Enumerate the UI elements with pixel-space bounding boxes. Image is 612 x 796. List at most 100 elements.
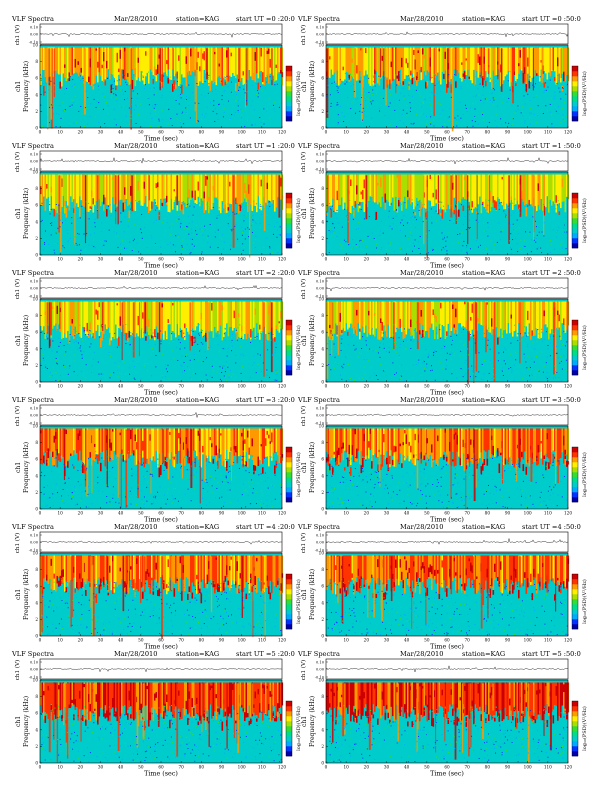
noise-dot [532,216,533,217]
noise-dot [480,245,481,246]
band-hotspot [374,313,376,316]
noise-dot [136,106,137,107]
noise-dot [454,74,455,75]
noise-dot [125,324,126,325]
sferic-burst [204,429,206,482]
noise-dot [472,120,473,121]
band-column [484,174,486,207]
band-column [413,301,415,338]
noise-dot [456,122,457,123]
noise-dot [201,332,202,333]
band-column [280,428,282,462]
waveform-ylabel: ch1 (V) [300,25,307,45]
noise-dot [231,230,232,231]
noise-dot [431,365,432,366]
noise-dot [365,100,366,101]
x-tick-label: 110 [258,130,266,135]
noise-dot [120,479,121,480]
band-column [154,174,156,199]
band-column [261,301,263,333]
noise-dot [134,333,135,334]
noise-dot [103,245,104,246]
band-column [279,428,281,462]
noise-dot [219,351,220,352]
band-column [412,174,414,202]
noise-dot [180,364,181,365]
band-hotspot [156,183,158,188]
noise-dot [187,356,188,357]
band-hotspot [515,83,517,86]
noise-dot [222,95,223,96]
noise-dot [96,458,97,459]
noise-dot [210,476,211,477]
y-axis-label: Frequency (kHz) [23,61,30,112]
noise-dot [350,213,351,214]
noise-dot [128,226,129,227]
band-hotspot [198,182,200,191]
noise-dot [489,336,490,337]
noise-dot [559,336,560,337]
noise-dot [53,368,54,369]
band-column [383,301,385,325]
noise-dot [414,246,415,247]
noise-dot [278,457,279,458]
band-column [177,428,179,463]
band-column [395,301,397,332]
band-hotspot [485,199,487,209]
noise-dot [514,225,515,226]
band-hotspot [422,330,424,337]
band-column [199,47,201,81]
band-hotspot [84,466,86,474]
band-column [335,301,337,323]
noise-dot [224,108,225,109]
band-hotspot [198,52,200,58]
noise-dot [550,342,551,343]
noise-dot [360,240,361,241]
band-column [518,174,520,207]
noise-dot [494,244,495,245]
band-column [135,428,137,465]
colorbar-segment [286,81,292,86]
noise-dot [231,376,232,377]
noise-dot [380,364,381,365]
band-hotspot [222,305,224,310]
band-hotspot [208,197,210,202]
band-column [397,174,399,212]
band-column [332,47,334,74]
noise-dot [553,229,554,230]
noise-dot [426,116,427,117]
noise-dot [559,91,560,92]
noise-dot [538,206,539,207]
noise-dot [142,464,143,465]
noise-dot [450,349,451,350]
band-hotspot [90,452,92,458]
noise-dot [196,225,197,226]
x-tick-label: 90 [219,130,225,135]
noise-dot [415,208,416,209]
noise-dot [430,370,431,371]
noise-dot [126,248,127,249]
band-column [497,301,499,340]
noise-dot [108,337,109,338]
noise-dot [358,222,359,223]
noise-dot [98,122,99,123]
noise-dot [499,209,500,210]
noise-dot [529,76,530,77]
band-column [69,301,71,336]
band-hotspot [186,437,188,444]
noise-dot [434,213,435,214]
noise-dot [525,91,526,92]
noise-dot [473,103,474,104]
band-column [554,47,556,71]
band-column [547,47,549,79]
noise-dot [352,218,353,219]
channel-label: ch1 [301,81,308,92]
noise-dot [270,76,271,77]
band-hotspot [246,191,248,198]
noise-dot [155,202,156,203]
band-column [124,428,126,460]
sferic-burst [385,48,386,105]
noise-dot [435,380,436,381]
band-column [42,47,44,69]
